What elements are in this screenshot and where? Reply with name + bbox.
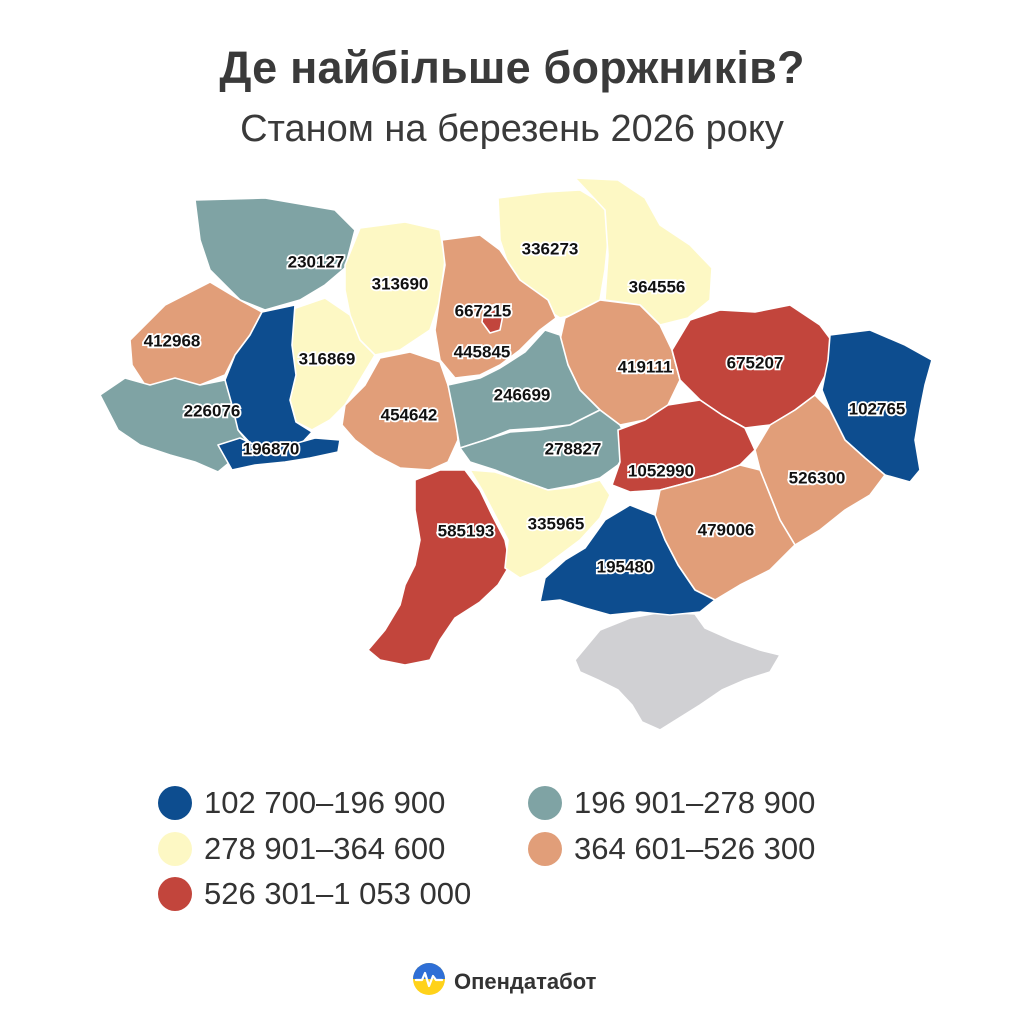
label-volyn: 230127 — [288, 252, 345, 271]
brand: Опендатабот — [412, 962, 596, 1001]
label-kyiv-city: 667215 — [455, 301, 512, 320]
region-odesa — [367, 469, 511, 666]
region-kherson — [539, 504, 716, 616]
label-odesa: 585193 — [438, 521, 495, 540]
region-volyn — [194, 197, 356, 311]
label-lviv: 412968 — [144, 331, 201, 350]
region-rivne — [344, 221, 446, 356]
label-khmelnytskyi: 454642 — [381, 405, 438, 424]
label-luhansk: 102765 — [849, 399, 906, 418]
label-chernihiv: 336273 — [522, 239, 579, 258]
region-chernivtsi — [217, 437, 341, 471]
label-poltava: 419111 — [618, 357, 673, 376]
map-subtitle: Станом на березень 2026 року — [240, 108, 784, 150]
region-crimea — [574, 611, 781, 731]
label-cherkasy: 278827 — [545, 439, 602, 458]
region-sumy — [574, 177, 713, 326]
label-sumy: 364556 — [629, 277, 686, 296]
label-mykolaiv: 335965 — [528, 514, 585, 533]
label-vinnytsia: 246699 — [494, 385, 551, 404]
label-rivne: 313690 — [372, 274, 429, 293]
label-donetsk: 526300 — [789, 468, 846, 487]
region-ivano-frankivsk — [99, 377, 251, 473]
label-dnipropetrovsk: 1052990 — [628, 461, 694, 480]
label-kherson: 195480 — [597, 557, 654, 576]
label-chernivtsi: 196870 — [243, 439, 300, 458]
label-zaporizhzhia: 479006 — [698, 520, 755, 539]
label-kharkiv: 675207 — [727, 353, 784, 372]
label-zhytomyr: 316869 — [299, 349, 356, 368]
label-kyiv-oblast: 445845 — [454, 342, 511, 361]
region-kyiv-city — [481, 303, 504, 334]
brand-name: Опендатабот — [454, 968, 597, 994]
opendatabot-logo-icon — [412, 962, 446, 1001]
map-title: Де найбільше боржників? — [219, 42, 805, 93]
label-ivano-frankivsk: 226076 — [184, 401, 241, 420]
region-mykolaiv — [469, 469, 611, 579]
